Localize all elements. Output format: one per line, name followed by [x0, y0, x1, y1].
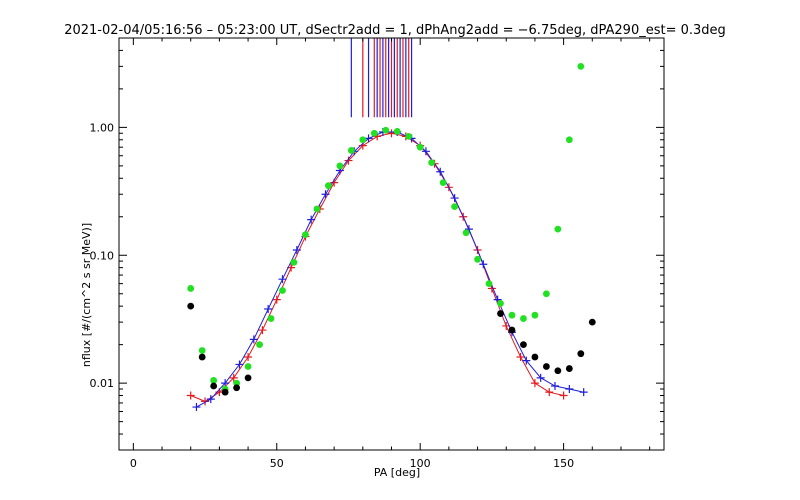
fit-point [497, 300, 504, 307]
x-axis-label: PA [deg] [374, 466, 420, 479]
fit-point [198, 353, 206, 361]
x-tick-label: 0 [130, 457, 137, 470]
data-point [559, 391, 568, 400]
fit-point [233, 384, 241, 392]
fit-point [577, 350, 585, 358]
data-point [579, 388, 588, 397]
fit-point [267, 315, 275, 322]
data-point [551, 381, 559, 390]
data-point [530, 379, 539, 388]
data-point [516, 353, 525, 362]
data-point [387, 129, 396, 138]
fit-point [462, 229, 470, 237]
data-point [545, 388, 554, 397]
data-point [278, 275, 287, 284]
data-point [229, 373, 238, 382]
y-tick-label: 0.01 [90, 377, 115, 390]
data-point [258, 326, 267, 335]
fit-point [336, 162, 344, 170]
fit-point [577, 62, 585, 70]
data-point [244, 353, 253, 362]
fit-point [520, 341, 527, 349]
data-point [249, 335, 258, 344]
series-line-1 [196, 131, 584, 408]
fit-point [187, 302, 195, 310]
fit-point [451, 203, 459, 211]
fit-point [439, 179, 447, 186]
fit-point [210, 382, 218, 390]
x-tick-label: 150 [553, 457, 574, 470]
fit-point [531, 311, 539, 319]
fit-point [244, 374, 252, 382]
fit-point [405, 133, 413, 140]
data-point [344, 156, 353, 165]
fit-point [279, 287, 286, 294]
fit-point [565, 365, 573, 372]
data-point [436, 167, 445, 176]
data-point [522, 356, 531, 365]
fit-point [554, 367, 562, 375]
fit-point [416, 143, 424, 151]
data-point [292, 245, 301, 254]
data-point [479, 260, 488, 269]
fit-point [187, 285, 195, 292]
data-point [450, 194, 459, 203]
fit-point [244, 363, 252, 370]
fit-point [302, 231, 309, 239]
fit-point [485, 280, 493, 288]
x-tick-label: 100 [410, 457, 431, 470]
fit-point [210, 377, 218, 384]
fit-point [428, 159, 436, 167]
data-point [321, 190, 330, 199]
y-tick-label: 0.10 [90, 249, 115, 262]
fit-point [520, 315, 527, 322]
fit-point [565, 136, 573, 144]
fit-point [393, 128, 401, 135]
axes: 0 50 100 150 0.01 0.10 1.00 [90, 37, 664, 470]
fit-point [474, 255, 481, 263]
data-point [264, 304, 273, 313]
fit-point [256, 341, 263, 349]
data-point [421, 147, 430, 156]
data-point [186, 391, 195, 400]
fit-point [221, 388, 229, 396]
fit-point [198, 347, 206, 354]
chart-title: 2021-02-04/05:16:56 – 05:23:00 UT, dSect… [64, 23, 726, 38]
fit-point [554, 225, 562, 233]
fit-point [508, 326, 516, 334]
data-point [272, 295, 281, 304]
fit-point [324, 182, 332, 190]
fit-point [531, 353, 539, 361]
fit-point [382, 126, 390, 134]
fit-point [542, 290, 550, 298]
data-point [536, 373, 545, 382]
fit-point [588, 318, 596, 326]
fit-point [359, 136, 367, 144]
plot-area [186, 38, 596, 412]
fit-point [290, 258, 298, 266]
data-point [307, 215, 316, 224]
data-point [235, 360, 244, 369]
data-point [206, 395, 215, 404]
x-tick-label: 50 [270, 457, 284, 470]
fit-point [347, 147, 355, 154]
data-point [192, 403, 201, 412]
series-line-0 [190, 132, 564, 402]
data-point [565, 384, 574, 393]
fit-point [370, 129, 378, 137]
fit-point [313, 205, 321, 213]
y-axis-label: nflux [#/(cm^2 s sr MeV)] [80, 223, 93, 367]
y-tick-label: 1.00 [90, 121, 115, 134]
fit-point [508, 311, 516, 319]
fit-point [542, 363, 550, 370]
fit-point [497, 310, 504, 317]
